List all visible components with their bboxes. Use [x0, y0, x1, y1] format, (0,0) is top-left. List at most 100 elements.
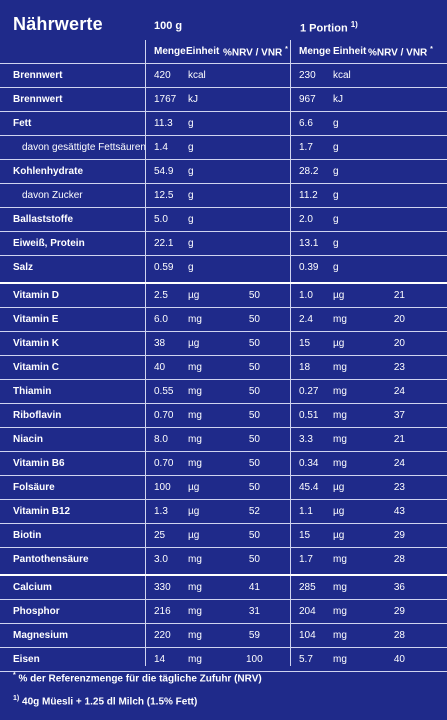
amount-100g: 40 — [154, 362, 166, 373]
nutrient-name: Kohlenhydrate — [13, 166, 84, 177]
nrv-portion: 37 — [393, 410, 405, 421]
nrv-portion: 21 — [393, 290, 405, 301]
nutrient-name: Salz — [13, 262, 34, 273]
unit-100g: mg — [188, 362, 202, 373]
nutrient-name: Brennwert — [13, 70, 63, 81]
row-divider — [0, 135, 447, 136]
portion-label: 1 Portion — [300, 22, 348, 35]
amount-100g: 0.70 — [154, 410, 174, 421]
nrv-portion: 20 — [393, 338, 405, 349]
per-100g-header: 100 g — [154, 20, 183, 32]
unit-portion: g — [333, 118, 339, 129]
divider-left — [145, 40, 146, 666]
amount-portion: 45.4 — [299, 482, 319, 493]
unit-100g: mg — [188, 410, 202, 421]
section-divider — [0, 574, 447, 576]
amount-portion: 967 — [299, 94, 316, 105]
nrv-portion: 24 — [393, 386, 405, 397]
row-divider — [0, 647, 447, 648]
table-row: Brennwert 420 kcal 230 kcal — [0, 64, 447, 88]
row-divider — [0, 523, 447, 524]
unit-portion: g — [333, 214, 339, 225]
amount-portion: 104 — [299, 630, 316, 641]
nutrient-name: Thiamin — [13, 386, 52, 397]
nutrient-name: Pantothensäure — [13, 554, 89, 565]
nrv-portion: 36 — [393, 582, 405, 593]
nrv-portion: 23 — [393, 482, 405, 493]
unit-portion: µg — [333, 506, 345, 517]
row-divider — [0, 183, 447, 184]
unit-portion: g — [333, 166, 339, 177]
unit-portion: mg — [333, 606, 347, 617]
amount-portion: 0.34 — [299, 458, 319, 469]
unit-portion: µg — [333, 530, 345, 541]
col-nrv-1-mark: * — [285, 46, 288, 53]
nrv-portion: 23 — [393, 362, 405, 373]
unit-portion: mg — [333, 458, 347, 469]
row-divider — [0, 671, 447, 672]
amount-portion: 28.2 — [299, 166, 319, 177]
nrv-100g: 50 — [248, 482, 260, 493]
col-nrv-2-mark: * — [430, 46, 433, 53]
row-divider — [0, 475, 447, 476]
amount-100g: 3.0 — [154, 554, 168, 565]
table-row: Biotin 25 µg 50 15 µg 29 — [0, 524, 447, 548]
unit-100g: µg — [188, 338, 200, 349]
table-row: Calcium 330 mg 41 285 mg 36 — [0, 576, 447, 600]
col-nrv-2-label: %NRV / VNR — [368, 47, 428, 59]
col-nrv-1: %NRV / VNR * — [223, 46, 288, 58]
amount-100g: 0.55 — [154, 386, 174, 397]
amount-100g: 216 — [154, 606, 171, 617]
row-divider — [0, 111, 447, 112]
nrv-100g: 50 — [248, 314, 260, 325]
nutrient-name: Brennwert — [13, 94, 63, 105]
nutrient-name: Eiweiß, Protein — [13, 238, 85, 249]
row-divider — [0, 159, 447, 160]
unit-100g: µg — [188, 506, 200, 517]
row-divider — [0, 87, 447, 88]
table-row: Thiamin 0.55 mg 50 0.27 mg 24 — [0, 380, 447, 404]
nrv-100g: 50 — [248, 362, 260, 373]
unit-100g: µg — [188, 290, 200, 301]
nrv-100g: 50 — [248, 386, 260, 397]
amount-portion: 6.6 — [299, 118, 313, 129]
unit-100g: g — [188, 190, 194, 201]
amount-portion: 3.3 — [299, 434, 313, 445]
row-divider — [0, 403, 447, 404]
nutrient-name: Folsäure — [13, 482, 55, 493]
table-row: davon gesättigte Fettsäuren 1.4 g 1.7 g — [0, 136, 447, 160]
table-row: Niacin 8.0 mg 50 3.3 mg 21 — [0, 428, 447, 452]
amount-portion: 15 — [299, 338, 311, 349]
unit-portion: g — [333, 142, 339, 153]
amount-100g: 12.5 — [154, 190, 174, 201]
table-row: Vitamin B12 1.3 µg 52 1.1 µg 43 — [0, 500, 447, 524]
row-divider — [0, 547, 447, 548]
nrv-100g: 100 — [246, 654, 263, 665]
nutrient-name: Vitamin E — [13, 314, 59, 325]
table-row: Brennwert 1767 kJ 967 kJ — [0, 88, 447, 112]
nrv-100g: 50 — [248, 434, 260, 445]
nrv-100g: 59 — [248, 630, 260, 641]
footnote-portion: 1) 40g Müesli + 1.25 dl Milch (1.5% Fett… — [13, 695, 197, 707]
amount-100g: 0.70 — [154, 458, 174, 469]
unit-portion: kcal — [333, 70, 351, 81]
unit-100g: g — [188, 214, 194, 225]
row-divider — [0, 599, 447, 600]
unit-portion: g — [333, 190, 339, 201]
amount-100g: 1.4 — [154, 142, 168, 153]
per-portion-header: 1 Portion 1) — [300, 20, 358, 35]
nrv-100g: 50 — [248, 554, 260, 565]
nutrient-name: Phosphor — [13, 606, 60, 617]
nutrient-name: Biotin — [13, 530, 42, 541]
row-divider — [0, 355, 447, 356]
unit-portion: mg — [333, 434, 347, 445]
footnote-nrv-mark: * — [13, 672, 16, 679]
table-row: Kohlenhydrate 54.9 g 28.2 g — [0, 160, 447, 184]
amount-portion: 1.0 — [299, 290, 313, 301]
table-row: Magnesium 220 mg 59 104 mg 28 — [0, 624, 447, 648]
col-menge-1: Menge — [154, 46, 186, 57]
table-row: Eisen 14 mg 100 5.7 mg 40 — [0, 648, 447, 672]
amount-portion: 18 — [299, 362, 311, 373]
nrv-100g: 50 — [248, 458, 260, 469]
amount-100g: 54.9 — [154, 166, 174, 177]
